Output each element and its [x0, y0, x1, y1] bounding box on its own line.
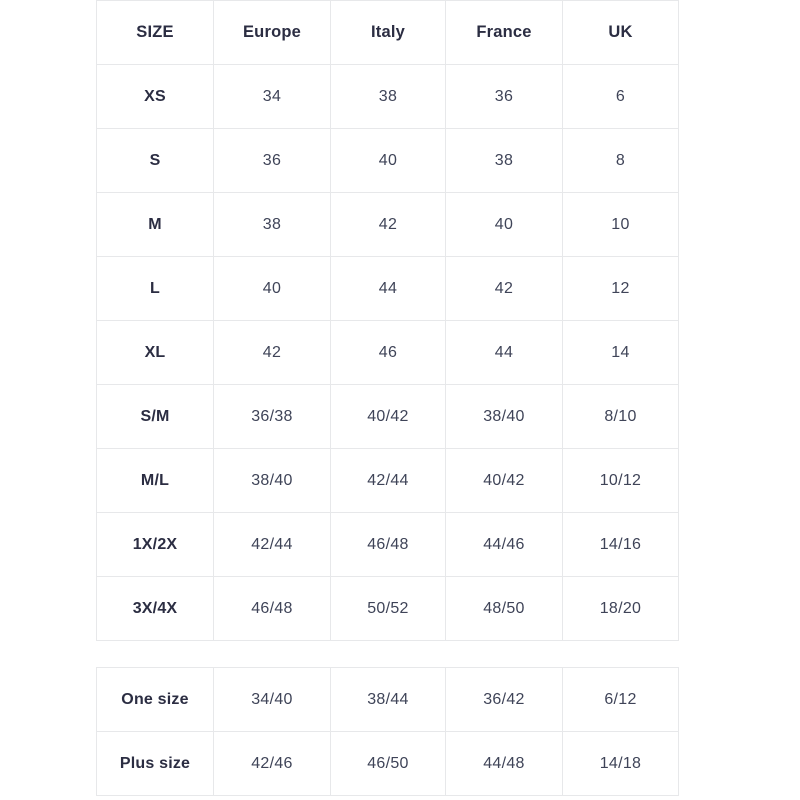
row-label-size: M/L [96, 448, 214, 513]
cell-italy: 38/44 [330, 667, 446, 732]
cell-uk: 10/12 [562, 448, 679, 513]
table-row: One size 34/40 38/44 36/42 6/12 [96, 667, 679, 732]
cell-italy: 50/52 [330, 576, 446, 641]
cell-europe: 34 [213, 64, 331, 129]
cell-france: 38 [445, 128, 563, 193]
cell-europe: 38/40 [213, 448, 331, 513]
cell-europe: 36 [213, 128, 331, 193]
row-label-size: M [96, 192, 214, 257]
cell-uk: 14/16 [562, 512, 679, 577]
table-row: 1X/2X 42/44 46/48 44/46 14/16 [96, 512, 679, 577]
cell-italy: 44 [330, 256, 446, 321]
column-header-size: SIZE [96, 0, 214, 65]
cell-italy: 40/42 [330, 384, 446, 449]
cell-europe: 42/44 [213, 512, 331, 577]
cell-uk: 14/18 [562, 731, 679, 796]
row-label-size: 1X/2X [96, 512, 214, 577]
cell-italy: 42/44 [330, 448, 446, 513]
column-header-italy: Italy [330, 0, 446, 65]
cell-uk: 12 [562, 256, 679, 321]
cell-italy: 46/48 [330, 512, 446, 577]
one-size-table-body: One size 34/40 38/44 36/42 6/12 Plus siz… [96, 667, 679, 796]
row-label-size: 3X/4X [96, 576, 214, 641]
row-label-size: XL [96, 320, 214, 385]
cell-europe: 42 [213, 320, 331, 385]
size-conversion-table: SIZE Europe Italy France UK XS 34 38 36 … [96, 0, 679, 641]
cell-europe: 34/40 [213, 667, 331, 732]
cell-france: 42 [445, 256, 563, 321]
cell-france: 44 [445, 320, 563, 385]
cell-france: 40 [445, 192, 563, 257]
row-label-plus-size: Plus size [96, 731, 214, 796]
cell-uk: 6 [562, 64, 679, 129]
cell-uk: 14 [562, 320, 679, 385]
cell-france: 36 [445, 64, 563, 129]
column-header-uk: UK [562, 0, 679, 65]
cell-france: 38/40 [445, 384, 563, 449]
table-row: Plus size 42/46 46/50 44/48 14/18 [96, 731, 679, 796]
cell-uk: 8/10 [562, 384, 679, 449]
cell-italy: 40 [330, 128, 446, 193]
table-row: S/M 36/38 40/42 38/40 8/10 [96, 384, 679, 449]
table-header: SIZE Europe Italy France UK [96, 0, 679, 65]
cell-europe: 46/48 [213, 576, 331, 641]
row-label-size: S/M [96, 384, 214, 449]
cell-europe: 36/38 [213, 384, 331, 449]
cell-italy: 46/50 [330, 731, 446, 796]
row-label-size: L [96, 256, 214, 321]
cell-italy: 38 [330, 64, 446, 129]
table-row: L 40 44 42 12 [96, 256, 679, 321]
column-header-france: France [445, 0, 563, 65]
cell-france: 44/46 [445, 512, 563, 577]
cell-italy: 46 [330, 320, 446, 385]
table-row: M/L 38/40 42/44 40/42 10/12 [96, 448, 679, 513]
cell-italy: 42 [330, 192, 446, 257]
cell-uk: 6/12 [562, 667, 679, 732]
cell-uk: 8 [562, 128, 679, 193]
table-header-row: SIZE Europe Italy France UK [96, 0, 679, 65]
cell-france: 44/48 [445, 731, 563, 796]
row-label-size: S [96, 128, 214, 193]
cell-uk: 18/20 [562, 576, 679, 641]
cell-europe: 42/46 [213, 731, 331, 796]
cell-france: 36/42 [445, 667, 563, 732]
cell-europe: 40 [213, 256, 331, 321]
table-body: XS 34 38 36 6 S 36 40 38 8 M 38 42 40 10 [96, 64, 679, 641]
one-size-conversion-table: One size 34/40 38/44 36/42 6/12 Plus siz… [96, 667, 679, 796]
column-header-europe: Europe [213, 0, 331, 65]
cell-uk: 10 [562, 192, 679, 257]
row-label-size: XS [96, 64, 214, 129]
cell-europe: 38 [213, 192, 331, 257]
row-label-one-size: One size [96, 667, 214, 732]
table-row: XS 34 38 36 6 [96, 64, 679, 129]
table-row: 3X/4X 46/48 50/52 48/50 18/20 [96, 576, 679, 641]
table-row: XL 42 46 44 14 [96, 320, 679, 385]
table-row: M 38 42 40 10 [96, 192, 679, 257]
cell-france: 40/42 [445, 448, 563, 513]
table-row: S 36 40 38 8 [96, 128, 679, 193]
cell-france: 48/50 [445, 576, 563, 641]
